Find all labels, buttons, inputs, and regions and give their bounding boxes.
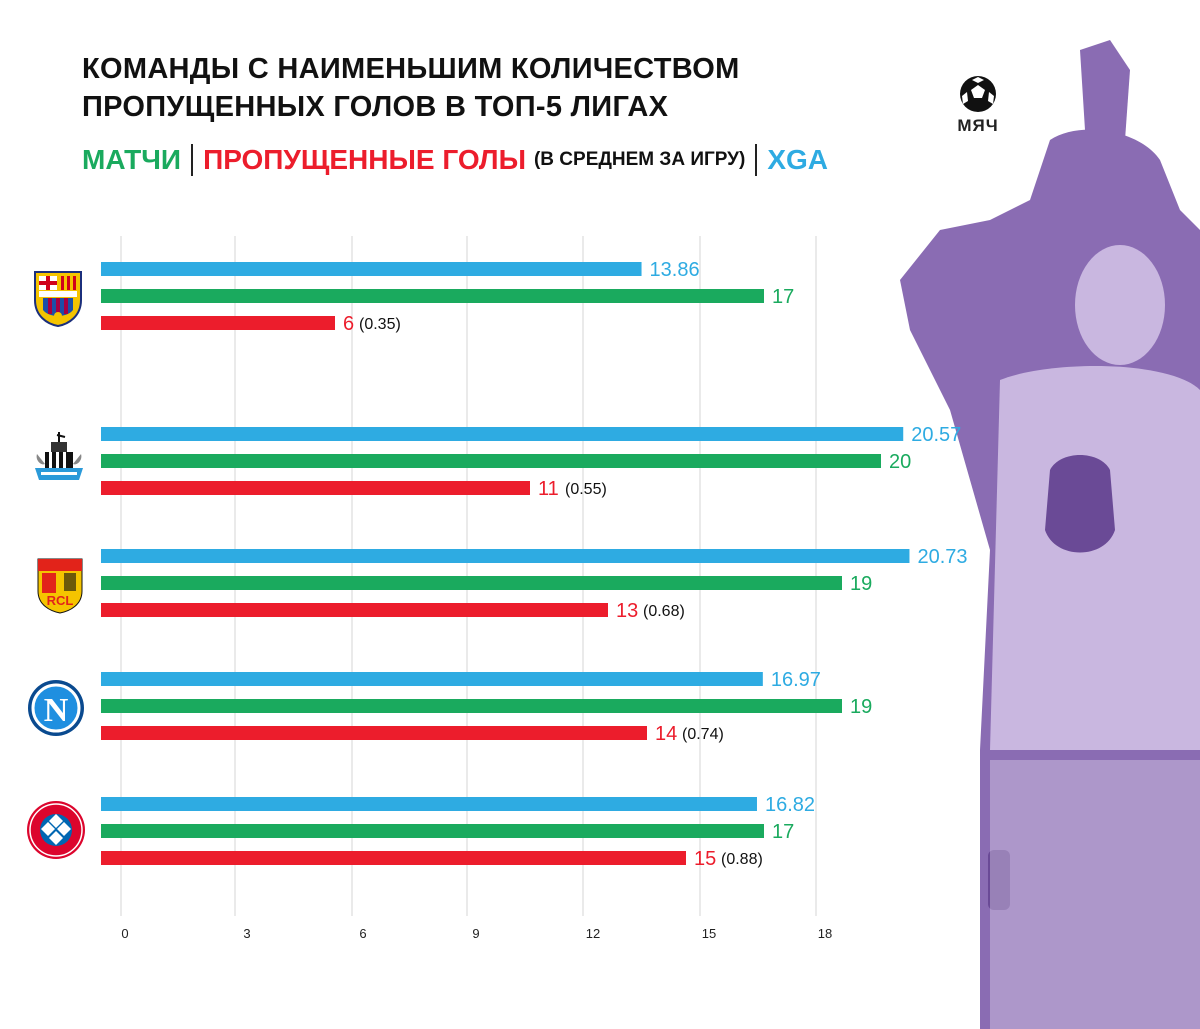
legend: МАТЧИ ПРОПУЩЕННЫЕ ГОЛЫ (В СРЕДНЕМ ЗА ИГР… — [82, 142, 828, 178]
conceded-bar-label: 15 — [694, 848, 716, 870]
legend-conceded-note: (В СРЕДНЕМ ЗА ИГРУ) — [533, 149, 746, 170]
per-game-label: (0.35) — [359, 316, 401, 333]
ball-icon — [960, 76, 996, 112]
matches-bar — [101, 824, 764, 838]
x-tick-label: 0 — [121, 926, 128, 941]
title-line-1: КОМАНДЫ С НАИМЕНЬШИМ КОЛИЧЕСТВОМ — [82, 53, 740, 85]
conceded-bar — [101, 851, 686, 865]
conceded-bar — [101, 481, 530, 495]
per-game-label: (0.55) — [565, 481, 607, 498]
napoli-crest: N — [28, 680, 84, 736]
conceded-bar-label: 11 — [538, 478, 559, 500]
brand-name: МЯЧ — [957, 116, 999, 135]
legend-matches: МАТЧИ — [82, 144, 182, 175]
per-game-label: (0.88) — [721, 851, 763, 868]
matches-bar-label: 19 — [850, 573, 872, 595]
x-tick-label: 3 — [243, 926, 250, 941]
legend-conceded: ПРОПУЩЕННЫЕ ГОЛЫ — [203, 144, 526, 175]
matches-bar-label: 17 — [772, 286, 794, 308]
bayern-crest — [27, 801, 85, 859]
matches-bar — [101, 699, 842, 713]
conceded-bar — [101, 726, 647, 740]
newcastle-crest — [35, 432, 83, 480]
xga-bar-label: 16.82 — [765, 794, 815, 816]
conceded-bar-label: 6 — [343, 313, 354, 335]
x-tick-label: 12 — [586, 926, 600, 941]
legend-separator — [755, 144, 758, 176]
per-game-label: (0.68) — [643, 603, 685, 620]
xga-bar-label: 20.73 — [917, 546, 967, 568]
svg-text:N: N — [44, 692, 69, 729]
goalkeeper-photo — [900, 40, 1200, 1029]
xga-bar — [101, 672, 763, 686]
matches-bar-label: 17 — [772, 821, 794, 843]
x-tick-label: 6 — [359, 926, 366, 941]
matches-bar — [101, 454, 881, 468]
per-game-label: (0.74) — [682, 726, 724, 743]
xga-bar — [101, 797, 757, 811]
conceded-bar — [101, 316, 335, 330]
matches-bar-label: 20 — [889, 451, 911, 473]
brand-logo: МЯЧ — [948, 74, 1008, 136]
x-tick-label: 9 — [472, 926, 479, 941]
xga-bar — [101, 549, 910, 563]
conceded-bar-label: 13 — [616, 600, 638, 622]
xga-bar-label: 16.97 — [771, 669, 821, 691]
xga-bar-label: 13.86 — [650, 259, 700, 281]
xga-bar-label: 20.57 — [911, 424, 961, 446]
svg-text:RCL: RCL — [47, 593, 74, 608]
matches-bar — [101, 576, 842, 590]
legend-separator — [191, 144, 194, 176]
barcelona-crest — [34, 271, 82, 328]
title-line-2: ПРОПУЩЕННЫХ ГОЛОВ В ТОП-5 ЛИГАХ — [82, 91, 669, 123]
matches-bar — [101, 289, 764, 303]
lens-crest: RCL — [37, 558, 83, 614]
xga-bar — [101, 262, 642, 276]
x-tick-label: 18 — [818, 926, 832, 941]
chart-title: КОМАНДЫ С НАИМЕНЬШИМ КОЛИЧЕСТВОМ ПРОПУЩЕ… — [82, 50, 842, 126]
xga-bar — [101, 427, 904, 441]
conceded-bar-label: 14 — [655, 723, 677, 745]
x-tick-label: 15 — [702, 926, 716, 941]
legend-xga: XGA — [767, 144, 829, 175]
matches-bar-label: 19 — [850, 696, 872, 718]
conceded-bar — [101, 603, 608, 617]
